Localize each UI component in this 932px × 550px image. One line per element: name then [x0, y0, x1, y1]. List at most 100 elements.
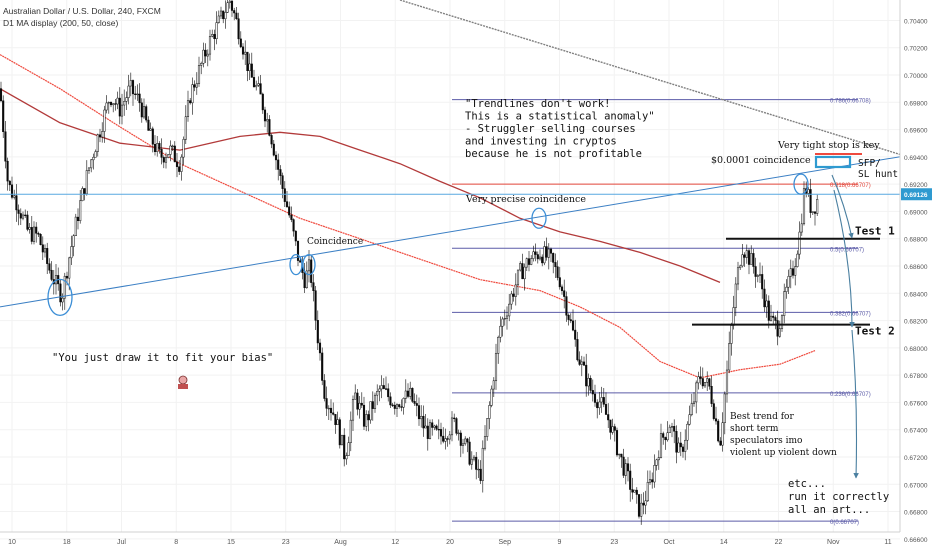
- price-axis[interactable]: 0.70400 0.70200 0.70000 0.69800 0.69600 0.694…: [899, 0, 932, 550]
- candle-body: [345, 455, 348, 460]
- candle-body: [659, 433, 663, 458]
- time-tick-label: 20: [446, 539, 454, 546]
- candle-body: [222, 10, 225, 20]
- candle-body: [655, 459, 658, 466]
- candle-body: [235, 12, 238, 20]
- time-tick-label: Nov: [827, 539, 840, 546]
- candle-body: [279, 169, 282, 176]
- candle-body: [534, 251, 537, 255]
- candle-body: [714, 418, 718, 422]
- candle-body: [105, 102, 108, 111]
- candle-body: [510, 293, 513, 305]
- price-tick-label: 0.68200: [904, 319, 928, 326]
- fib-level-label: 0(0.66707): [830, 520, 859, 526]
- candle-body: [248, 63, 251, 71]
- candle-body: [677, 442, 680, 453]
- candle-body: [547, 248, 550, 258]
- candle-body: [142, 106, 146, 118]
- candle-body: [514, 284, 517, 297]
- candle-body: [739, 265, 742, 269]
- candle-body: [167, 154, 170, 158]
- annotation-line: - Struggler selling courses: [465, 123, 636, 135]
- candle-body: [94, 151, 97, 158]
- candle-body: [120, 104, 124, 117]
- candle-body: [613, 426, 616, 431]
- candle-body: [765, 300, 768, 308]
- candle-body: [296, 240, 300, 261]
- time-tick-label: 23: [610, 539, 618, 546]
- candle-body: [290, 214, 293, 220]
- candle-body: [448, 434, 451, 440]
- candle-body: [41, 244, 44, 253]
- candle-body: [367, 414, 370, 421]
- candle-body: [380, 385, 383, 390]
- annotation-line: This is a statistical anomaly": [465, 111, 655, 123]
- candle-body: [131, 80, 135, 95]
- candle-body: [325, 398, 328, 409]
- candle-body: [728, 343, 731, 371]
- candle-body: [549, 248, 553, 254]
- candle-body: [703, 382, 707, 387]
- candle-body: [153, 144, 157, 152]
- price-axis-panel: [900, 0, 932, 550]
- annotation-etc: etc... run it correctly all an art...: [788, 478, 889, 516]
- annotation-line: etc...: [788, 478, 826, 490]
- price-tick-label: 0.70200: [904, 46, 928, 53]
- annotation-line: run it correctly: [788, 491, 889, 503]
- candle-body: [147, 119, 150, 131]
- candle-body: [587, 377, 590, 387]
- candle-body: [723, 393, 726, 423]
- candle-body: [591, 390, 594, 395]
- candle-body: [32, 226, 36, 242]
- candle-body: [530, 258, 533, 265]
- candle-body: [252, 77, 256, 88]
- candle-body: [334, 414, 337, 425]
- candle-body: [763, 288, 766, 308]
- candle-body: [76, 216, 80, 222]
- annotations: "Trendlines don't work! This is a statist…: [52, 98, 898, 516]
- candle-body: [477, 468, 480, 471]
- candle-body: [521, 263, 524, 280]
- candle-body: [492, 380, 495, 390]
- candle-body: [98, 134, 102, 138]
- candle-body: [360, 402, 363, 406]
- candle-body: [651, 479, 654, 483]
- candle-body: [382, 385, 385, 389]
- candle-body: [653, 465, 656, 483]
- candle-body: [200, 63, 203, 66]
- candle-body: [149, 128, 152, 131]
- candle-body: [580, 361, 583, 365]
- candle-body: [406, 390, 410, 397]
- candle-body: [563, 290, 566, 297]
- candle-body: [204, 49, 207, 57]
- price-tick-label: 0.69000: [904, 209, 928, 216]
- candle-body: [21, 214, 25, 219]
- candle-body: [281, 175, 284, 189]
- candle-body: [453, 417, 456, 419]
- candle-body: [809, 189, 812, 213]
- highlight-circle: [47, 278, 73, 317]
- candle-body: [202, 49, 205, 64]
- candle-body: [0, 88, 3, 102]
- candle-body: [593, 393, 597, 403]
- candle-body: [59, 283, 62, 303]
- candle-body: [629, 470, 632, 490]
- annotation-line: "You just draw it to fit your bias": [52, 352, 273, 364]
- candle-body: [505, 315, 509, 319]
- price-tick-label: 0.66800: [904, 510, 928, 517]
- candle-body: [362, 404, 366, 427]
- candle-body: [169, 145, 172, 155]
- candle-body: [450, 417, 454, 436]
- candle-body: [37, 233, 40, 235]
- candle-body: [19, 213, 22, 219]
- time-tick-label: 14: [720, 539, 728, 546]
- annotation-line: SL hunt: [858, 169, 898, 180]
- annotation-arrow: [851, 329, 859, 479]
- candle-body: [101, 131, 104, 138]
- candle-body: [455, 418, 458, 434]
- time-axis[interactable]: 10 18 Jul 8 15 23 Aug 12 20 Sep 9 23 Oct 14 22 Nov 11: [0, 531, 900, 546]
- highlight-circle: [793, 173, 809, 195]
- candle-body: [431, 422, 434, 428]
- candle-body: [681, 446, 685, 452]
- candle-body: [598, 401, 601, 409]
